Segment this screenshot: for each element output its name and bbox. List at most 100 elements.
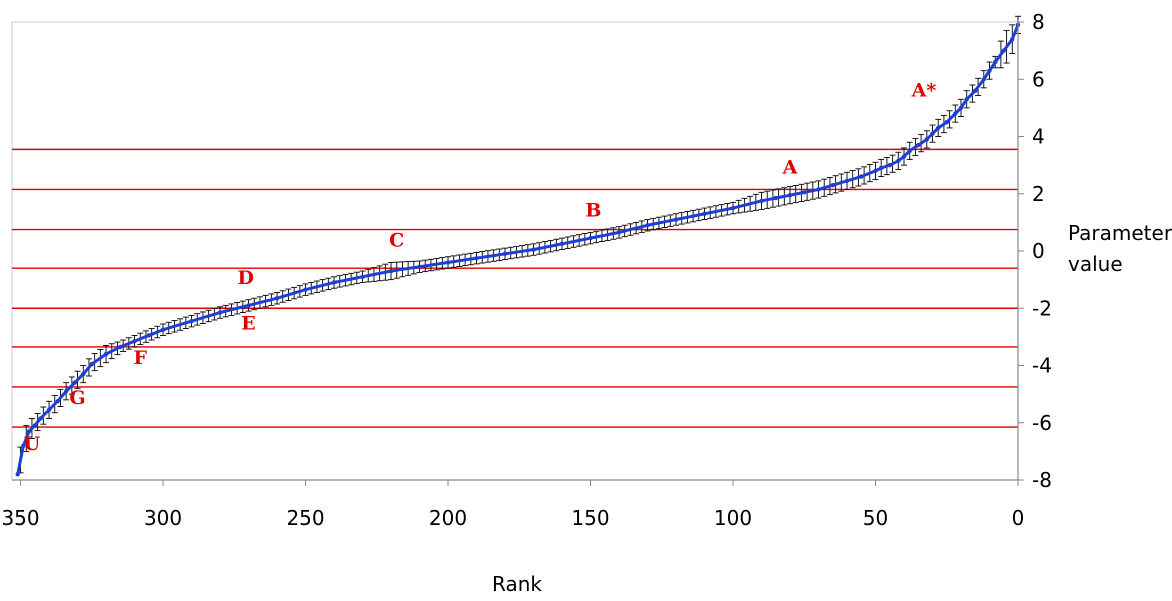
x-tick-label: 50 xyxy=(863,506,888,530)
data-point xyxy=(331,280,337,285)
data-point xyxy=(274,296,280,301)
data-point xyxy=(32,423,37,428)
data-point xyxy=(930,131,935,136)
y-tick-label: -2 xyxy=(1032,296,1052,320)
data-point xyxy=(973,88,978,93)
category-label-G: G xyxy=(69,387,85,409)
data-point xyxy=(502,251,508,257)
y-tick-label: 8 xyxy=(1032,10,1045,34)
data-point xyxy=(89,361,94,367)
data-point xyxy=(944,119,949,125)
data-point xyxy=(901,154,907,159)
data-point xyxy=(616,230,622,235)
y-tick-label: 2 xyxy=(1032,182,1045,206)
series-line xyxy=(16,24,1020,475)
data-point xyxy=(981,77,987,82)
data-point xyxy=(964,97,969,102)
data-point xyxy=(417,264,422,269)
data-point xyxy=(873,168,878,174)
y-axis-title-line-1: Parameter xyxy=(1068,221,1172,245)
data-point xyxy=(118,344,123,350)
data-point xyxy=(360,274,365,279)
x-tick-label: 200 xyxy=(429,506,467,530)
x-tick-label: 350 xyxy=(1,506,39,530)
category-label-D: D xyxy=(237,267,253,289)
data-point xyxy=(759,198,764,204)
threshold-lines xyxy=(12,148,1018,428)
data-point xyxy=(936,125,941,131)
data-point xyxy=(445,260,451,265)
data-point xyxy=(531,247,536,252)
data-point xyxy=(730,205,736,211)
data-point xyxy=(81,371,86,377)
data-point xyxy=(802,190,807,195)
x-tick-label: 250 xyxy=(286,506,324,530)
error-bars xyxy=(17,15,1021,474)
data-point xyxy=(21,443,26,448)
data-point xyxy=(303,287,308,292)
data-point xyxy=(916,142,921,148)
data-point xyxy=(588,235,593,241)
data-point xyxy=(246,303,251,308)
data-point xyxy=(63,389,69,394)
data-point xyxy=(217,310,223,315)
data-point xyxy=(787,192,793,198)
data-point xyxy=(103,351,109,357)
category-label-B: B xyxy=(585,200,601,222)
category-label-Astar: A* xyxy=(911,79,937,101)
data-point xyxy=(896,158,901,164)
y-axis-title-line-2: value xyxy=(1068,252,1123,276)
y-tick-label: -6 xyxy=(1032,411,1052,435)
data-point xyxy=(924,137,930,142)
data-point xyxy=(987,68,992,73)
data-point xyxy=(189,318,194,324)
x-tick-label: 0 xyxy=(1012,506,1025,530)
y-tick-label: 0 xyxy=(1032,239,1045,263)
series-group xyxy=(15,22,1021,477)
data-point xyxy=(1010,36,1015,42)
x-tick-label: 150 xyxy=(571,506,609,530)
data-point xyxy=(132,338,137,344)
y-tick-label: -8 xyxy=(1032,468,1052,492)
data-point xyxy=(645,223,650,228)
data-point xyxy=(816,187,821,192)
data-point xyxy=(958,105,964,111)
data-point xyxy=(72,380,77,385)
data-point xyxy=(388,268,394,274)
data-point xyxy=(559,241,565,247)
category-label-E: E xyxy=(241,313,255,335)
x-tick-label: 100 xyxy=(714,506,752,530)
x-axis-title: Rank xyxy=(492,572,542,596)
category-label-A: A xyxy=(782,157,798,179)
data-point xyxy=(879,165,884,171)
data-point xyxy=(1001,48,1006,53)
data-point xyxy=(26,429,32,434)
category-label-F: F xyxy=(133,347,147,369)
x-tick-label: 300 xyxy=(144,506,182,530)
category-labels: A* A B C D E F G U xyxy=(24,79,937,455)
data-point xyxy=(474,255,479,261)
data-point xyxy=(907,148,912,154)
data-point xyxy=(673,217,679,222)
data-point xyxy=(887,162,892,168)
data-point xyxy=(38,416,43,421)
data-point xyxy=(993,59,998,65)
data-point xyxy=(844,178,850,184)
axes: 8 6 4 2 0 -2 -4 -6 -8 350 300 250 200 150 100 50 0 xyxy=(1,10,1051,530)
data-point xyxy=(146,333,151,338)
data-point xyxy=(46,407,52,413)
data-point xyxy=(953,111,958,116)
data-point xyxy=(702,211,707,216)
data-point xyxy=(830,182,835,188)
y-tick-label: 6 xyxy=(1032,67,1045,91)
data-point xyxy=(773,195,778,201)
data-point xyxy=(55,399,60,404)
data-point xyxy=(859,174,864,179)
y-tick-label: -4 xyxy=(1032,354,1052,378)
data-point xyxy=(160,327,166,332)
category-label-U: U xyxy=(24,433,41,455)
category-label-C: C xyxy=(389,230,404,252)
y-tick-label: 4 xyxy=(1032,125,1045,149)
data-point xyxy=(15,472,20,477)
